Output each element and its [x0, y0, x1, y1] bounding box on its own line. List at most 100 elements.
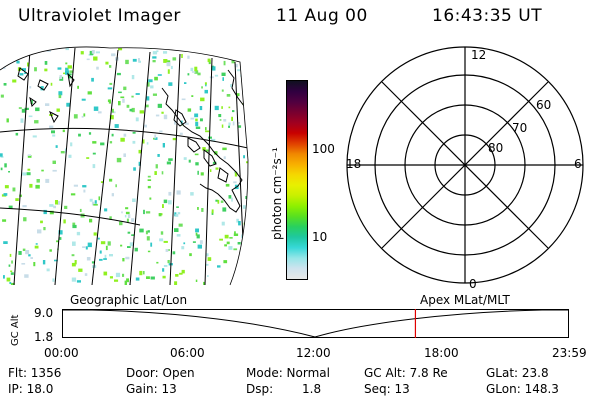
emission-speckle — [21, 108, 26, 113]
emission-speckle — [205, 130, 210, 133]
emission-speckle — [194, 66, 198, 72]
emission-speckle — [97, 237, 100, 240]
emission-speckle — [104, 254, 107, 259]
emission-speckle — [15, 198, 19, 201]
emission-speckle — [81, 115, 84, 118]
emission-speckle — [131, 95, 134, 98]
emission-speckle — [120, 244, 123, 247]
emission-speckle — [194, 113, 199, 118]
emission-speckle — [36, 179, 40, 183]
emission-speckle — [14, 48, 19, 51]
emission-speckle — [176, 190, 181, 195]
emission-speckle — [58, 237, 62, 240]
polar-diagonal-2 — [381, 81, 549, 249]
emission-speckle — [203, 281, 206, 285]
emission-speckle — [21, 263, 26, 265]
emission-speckle — [207, 275, 209, 277]
emission-speckle — [11, 260, 13, 264]
emission-speckle — [80, 51, 84, 55]
emission-speckle — [40, 220, 43, 224]
emission-speckle — [63, 219, 66, 224]
emission-speckle — [123, 86, 127, 91]
emission-speckle — [0, 153, 3, 157]
emission-speckle — [147, 185, 151, 189]
emission-speckle — [34, 47, 39, 52]
emission-speckle — [105, 245, 108, 251]
emission-speckle — [152, 60, 156, 63]
emission-speckle — [127, 231, 131, 234]
emission-speckle — [139, 228, 144, 233]
emission-speckle — [97, 111, 102, 114]
emission-speckle — [49, 249, 52, 252]
emission-speckle — [143, 209, 145, 215]
emission-speckle — [125, 207, 129, 210]
emission-speckle — [94, 200, 97, 204]
emission-speckle — [8, 171, 10, 173]
emission-speckle — [197, 72, 201, 76]
emission-speckle — [34, 245, 39, 249]
emission-speckle — [89, 218, 93, 223]
emission-speckle — [22, 172, 27, 176]
emission-speckle — [215, 50, 221, 53]
emission-speckle — [133, 167, 136, 171]
emission-speckle — [162, 275, 166, 279]
emission-speckle — [239, 264, 242, 269]
emission-speckle — [131, 234, 135, 236]
emission-speckle — [179, 272, 183, 275]
emission-speckle — [27, 62, 30, 67]
emission-speckle — [46, 268, 50, 272]
emission-speckle — [154, 76, 158, 81]
emission-speckle — [3, 83, 7, 86]
emission-speckle — [239, 272, 244, 276]
emission-speckle — [71, 277, 77, 282]
emission-speckle — [51, 130, 55, 134]
emission-speckle — [114, 279, 119, 282]
emission-speckle — [241, 256, 245, 259]
emission-speckle — [176, 206, 179, 208]
emission-speckle — [108, 99, 111, 104]
emission-speckle — [135, 117, 139, 122]
emission-speckle — [60, 151, 65, 154]
emission-speckle — [10, 272, 14, 275]
emission-speckle — [78, 268, 83, 272]
emission-speckle — [129, 108, 133, 112]
emission-speckle — [19, 73, 24, 76]
emission-speckle — [167, 260, 170, 264]
emission-speckle — [172, 57, 177, 61]
emission-speckle — [109, 115, 114, 120]
emission-speckle — [212, 66, 216, 71]
emission-speckle — [197, 244, 202, 249]
emission-speckle — [27, 154, 31, 156]
emission-speckle — [152, 51, 158, 55]
emission-speckle — [109, 65, 112, 68]
emission-speckle — [214, 151, 218, 155]
emission-speckle — [87, 242, 92, 248]
islands — [17, 67, 75, 124]
emission-speckle — [25, 250, 30, 255]
emission-speckle — [107, 87, 113, 90]
emission-speckle — [154, 171, 157, 175]
emission-speckle — [155, 164, 158, 169]
emission-speckle — [146, 82, 150, 87]
emission-speckle — [9, 282, 12, 284]
emission-speckle — [244, 60, 247, 65]
emission-speckle — [166, 161, 171, 165]
emission-speckle — [73, 184, 78, 187]
emission-speckle — [35, 107, 40, 112]
emission-speckle — [111, 53, 116, 57]
emission-speckle — [234, 172, 238, 177]
emission-speckle — [233, 248, 238, 251]
orbit-altitude-plot — [62, 309, 569, 338]
emission-speckle — [199, 106, 203, 111]
emission-speckle — [71, 254, 75, 257]
emission-speckle — [228, 195, 232, 199]
emission-speckle — [33, 262, 36, 267]
emission-speckle — [138, 161, 141, 166]
emission-speckle — [76, 280, 81, 283]
emission-speckle — [30, 99, 33, 104]
polar-label-bottom: 0 — [469, 277, 477, 291]
x-tick-1200: 12:00 — [296, 346, 331, 360]
emission-speckle — [219, 119, 222, 121]
emission-speckle — [81, 98, 86, 101]
emission-speckle — [246, 161, 248, 164]
